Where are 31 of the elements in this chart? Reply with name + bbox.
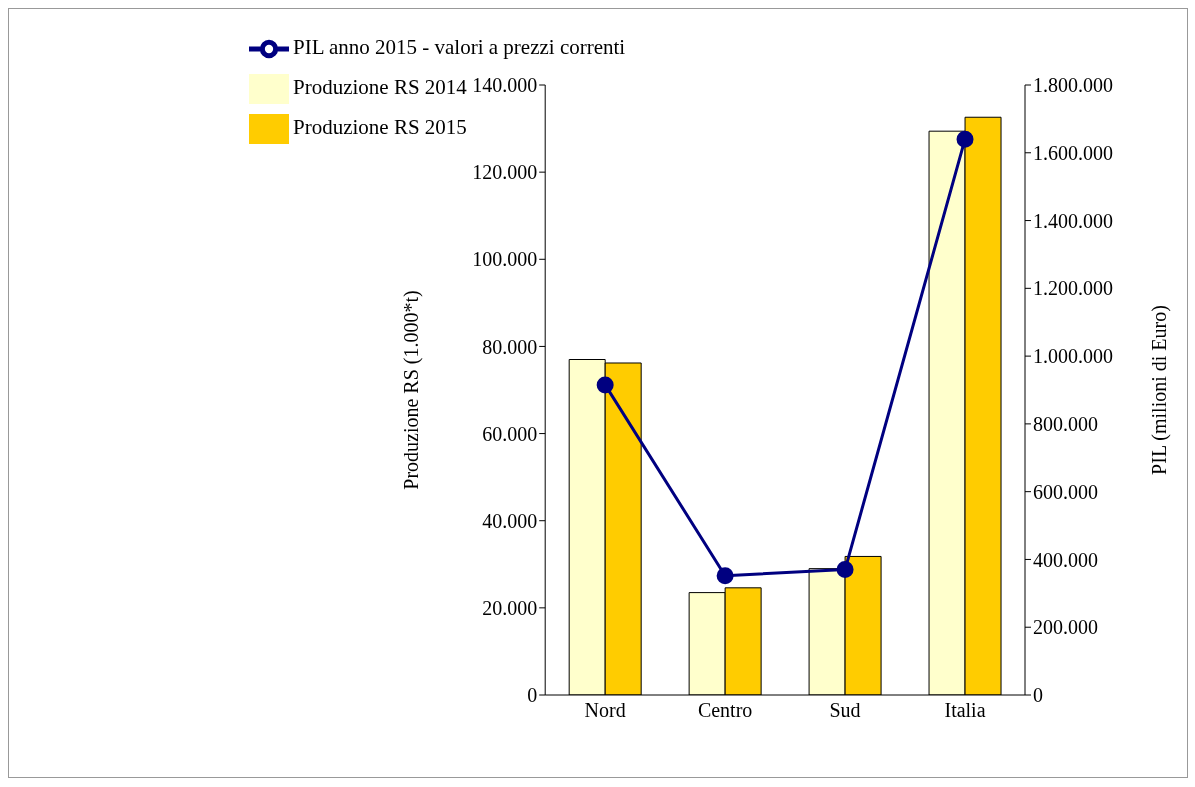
y2-tick-label: 600.000 xyxy=(1033,480,1098,503)
y-tick-label: 40.000 xyxy=(482,509,538,532)
y-tick-label: 140.000 xyxy=(472,74,538,97)
y2-tick-label: 0 xyxy=(1033,684,1043,707)
y2-tick-label: 400.000 xyxy=(1033,548,1098,571)
y2-tick-label: 1.800.000 xyxy=(1033,74,1113,97)
y-tick-label: 100.000 xyxy=(472,248,538,271)
x-tick-label: Sud xyxy=(829,699,861,722)
y2-tick-label: 200.000 xyxy=(1033,616,1098,639)
x-tick-label: Nord xyxy=(584,699,626,722)
x-tick-label: Italia xyxy=(944,699,986,722)
y-axis-title: Produzione RS (1.000*t) xyxy=(400,290,424,490)
y2-tick-label: 800.000 xyxy=(1033,412,1098,435)
y-tick-label: 80.000 xyxy=(482,335,538,358)
y2-axis-title: PIL (milioni di Euro) xyxy=(1148,305,1172,475)
legend-label: PIL anno 2015 - valori a prezzi correnti xyxy=(293,34,626,59)
legend-label: Produzione RS 2014 xyxy=(293,74,467,99)
y2-tick-label: 1.400.000 xyxy=(1033,209,1113,232)
point xyxy=(596,376,614,394)
y2-tick-label: 1.200.000 xyxy=(1033,277,1113,300)
legend-label: Produzione RS 2015 xyxy=(293,114,467,139)
x-tick-label: Centro xyxy=(697,699,753,722)
y-tick-label: 120.000 xyxy=(472,161,538,184)
point xyxy=(956,130,974,148)
point xyxy=(836,561,854,579)
y-tick-label: 20.000 xyxy=(482,596,538,619)
y2-tick-label: 1.600.000 xyxy=(1033,141,1113,164)
point xyxy=(716,567,734,585)
y-tick-label: 0 xyxy=(527,684,538,707)
y2-tick-label: 1.000.000 xyxy=(1033,345,1113,368)
y-tick-label: 60.000 xyxy=(482,422,538,445)
